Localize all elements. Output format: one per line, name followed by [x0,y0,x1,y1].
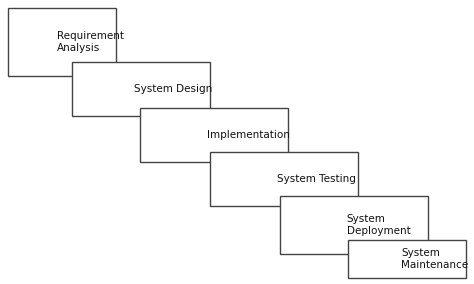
Bar [280,196,428,254]
Bar [210,152,358,206]
Bar [72,62,210,116]
Bar [348,240,466,278]
Text: System
Deployment: System Deployment [346,214,410,236]
Text: System
Maintenance: System Maintenance [401,248,468,270]
Text: System Testing: System Testing [277,174,356,184]
Text: System Design: System Design [134,84,212,94]
Text: Requirement
Analysis: Requirement Analysis [56,31,124,53]
Bar [8,8,116,76]
Bar [140,108,288,162]
Text: Implementation: Implementation [207,130,290,140]
